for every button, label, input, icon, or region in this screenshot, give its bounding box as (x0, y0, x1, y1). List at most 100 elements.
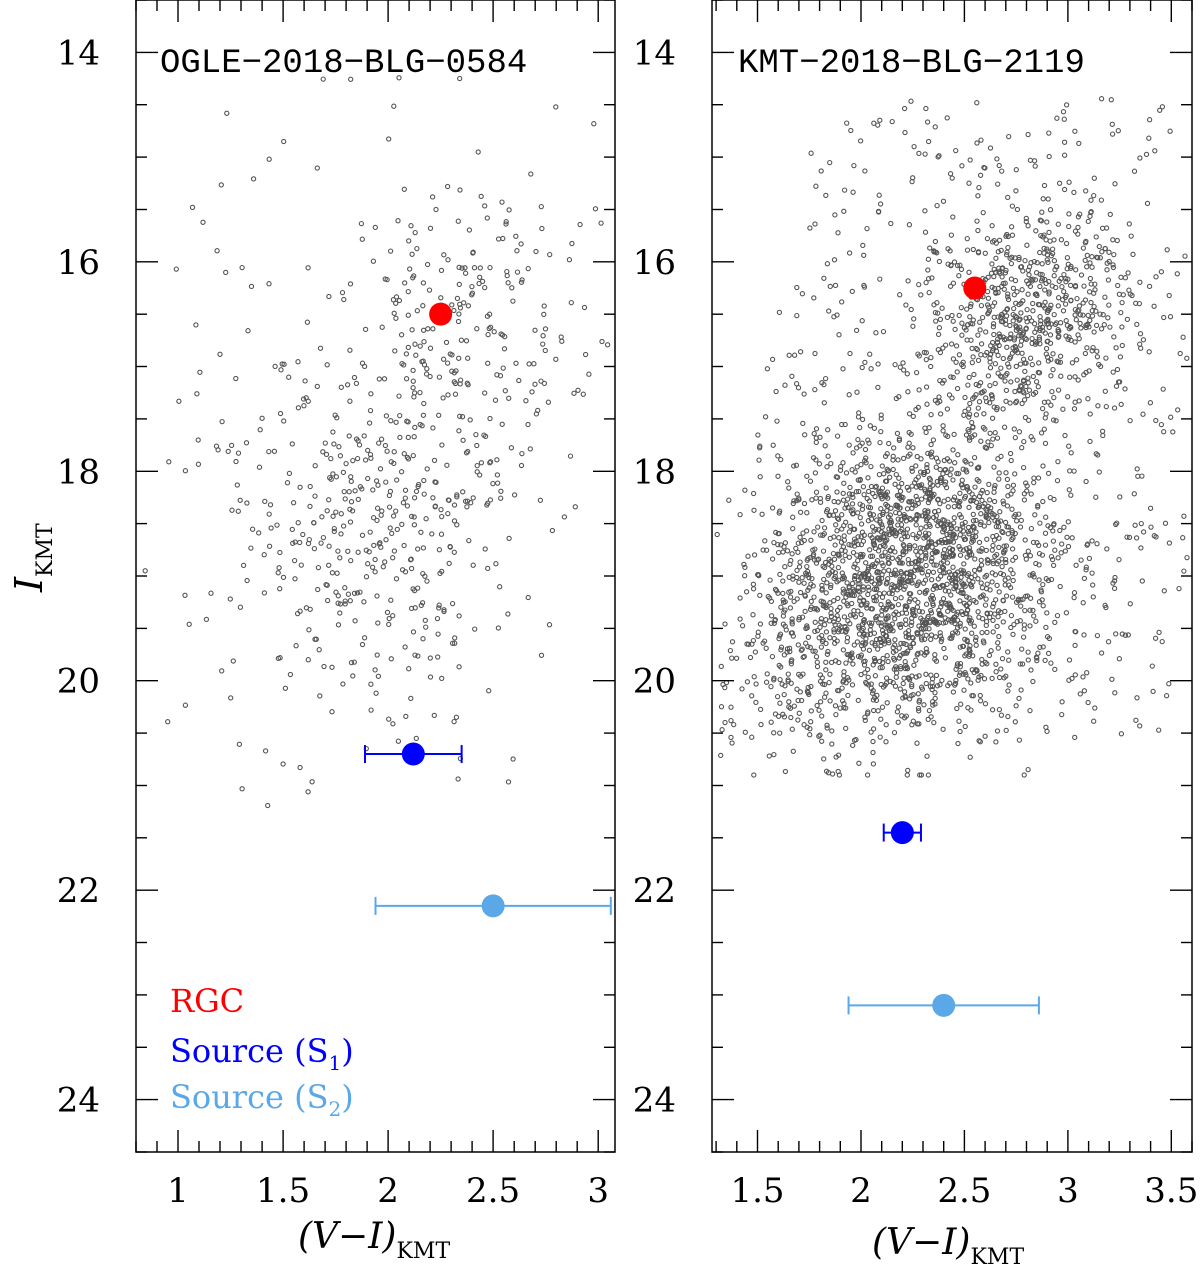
field-star-point (374, 505, 381, 511)
field-star-point (902, 694, 908, 700)
field-star-point (914, 453, 920, 460)
field-star-point (1016, 511, 1022, 517)
field-star-point (439, 442, 445, 448)
field-star-point (342, 585, 348, 591)
field-star-point (823, 768, 830, 774)
field-star-point (1097, 363, 1104, 370)
field-star-point (865, 591, 871, 598)
field-star-point (962, 626, 968, 632)
field-star-point (739, 623, 746, 629)
field-star-point (775, 541, 781, 548)
field-star-point (1012, 255, 1018, 261)
field-star-point (1088, 209, 1094, 215)
field-star-point (1050, 366, 1056, 373)
field-star-point (794, 574, 800, 581)
field-star-point (927, 245, 933, 251)
field-star-point (971, 567, 978, 574)
field-star-point (910, 175, 916, 181)
field-star-point (411, 495, 418, 501)
field-star-point (353, 380, 360, 387)
field-star-point (1021, 397, 1028, 403)
field-star-point (841, 480, 847, 486)
field-star-point (978, 438, 984, 444)
field-star-point (282, 685, 289, 691)
legend-item-source-s2-main: Source (S (170, 1078, 329, 1116)
field-star-point (820, 563, 826, 569)
field-star-point (545, 399, 552, 405)
field-star-point (1118, 309, 1124, 316)
field-star-point (1089, 570, 1095, 576)
field-star-point (993, 290, 999, 296)
field-star-point (1109, 131, 1116, 137)
field-star-point (974, 100, 980, 106)
field-star-point (928, 610, 935, 616)
field-star-point (525, 265, 531, 272)
field-star-point (908, 98, 914, 104)
field-star-point (373, 478, 380, 484)
field-star-point (833, 474, 839, 480)
field-star-point (957, 620, 963, 627)
field-star-point (992, 482, 998, 489)
field-star-point (808, 150, 814, 156)
field-star-point (902, 583, 908, 590)
field-star-point (924, 753, 930, 759)
field-star-point (332, 412, 338, 418)
field-star-point (888, 519, 895, 525)
field-star-point (850, 511, 856, 517)
field-star-point (999, 265, 1006, 271)
field-star-point (1137, 155, 1143, 161)
field-star-point (954, 630, 961, 636)
field-star-point (926, 707, 933, 714)
field-star-point (844, 580, 850, 586)
field-star-point (931, 562, 937, 568)
field-star-point (768, 613, 775, 619)
field-star-point (1093, 308, 1099, 314)
field-star-point (390, 513, 397, 519)
field-star-point (824, 722, 830, 728)
field-star-point (937, 567, 943, 574)
field-star-point (519, 277, 525, 283)
field-star-point (932, 652, 938, 658)
field-star-point (424, 366, 430, 372)
field-star-point (729, 740, 735, 746)
field-star-point (996, 633, 1002, 640)
field-star-point (306, 627, 312, 633)
field-star-point (811, 529, 817, 535)
field-star-point (388, 597, 394, 603)
field-star-point (1047, 332, 1054, 338)
field-star-point (879, 627, 886, 634)
field-star-point (836, 332, 842, 338)
field-star-point (757, 443, 763, 449)
field-star-point (913, 369, 920, 376)
field-star-point (1063, 102, 1070, 108)
field-star-point (1023, 336, 1029, 343)
field-star-point (995, 608, 1002, 614)
field-star-point (295, 520, 301, 526)
field-star-point (796, 710, 802, 716)
field-star-point (868, 681, 874, 687)
field-star-point (834, 579, 840, 585)
field-star-point (928, 539, 935, 545)
field-star-point (933, 672, 940, 679)
y-tick-label: 22 (633, 871, 676, 911)
field-star-point (436, 605, 442, 611)
field-star-point (586, 371, 592, 377)
field-star-point (954, 526, 960, 532)
field-star-point (532, 327, 538, 333)
field-star-point (510, 756, 516, 762)
field-star-point (980, 209, 986, 216)
field-star-point (810, 455, 817, 461)
field-star-point (492, 397, 499, 403)
field-star-point (887, 678, 893, 685)
field-star-point (858, 671, 864, 678)
field-star-point (922, 588, 928, 595)
field-star-point (828, 605, 834, 612)
field-star-point (347, 281, 354, 287)
field-star-point (865, 584, 872, 590)
field-star-point (973, 666, 979, 673)
field-star-point (1085, 312, 1091, 319)
field-star-point (410, 452, 416, 459)
field-star-point (449, 600, 456, 607)
field-star-point (949, 175, 955, 181)
field-star-point (870, 749, 876, 756)
